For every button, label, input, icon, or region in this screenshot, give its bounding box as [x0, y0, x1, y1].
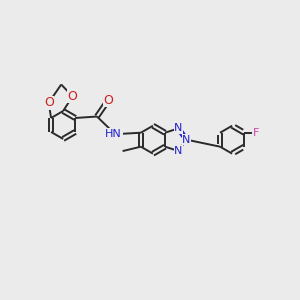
Text: O: O — [103, 94, 113, 107]
Text: N: N — [182, 135, 191, 145]
Text: N: N — [174, 146, 182, 156]
Text: F: F — [253, 128, 259, 138]
Text: O: O — [44, 96, 54, 109]
Text: N: N — [174, 123, 182, 134]
Text: HN: HN — [105, 129, 122, 139]
Text: O: O — [68, 90, 77, 103]
